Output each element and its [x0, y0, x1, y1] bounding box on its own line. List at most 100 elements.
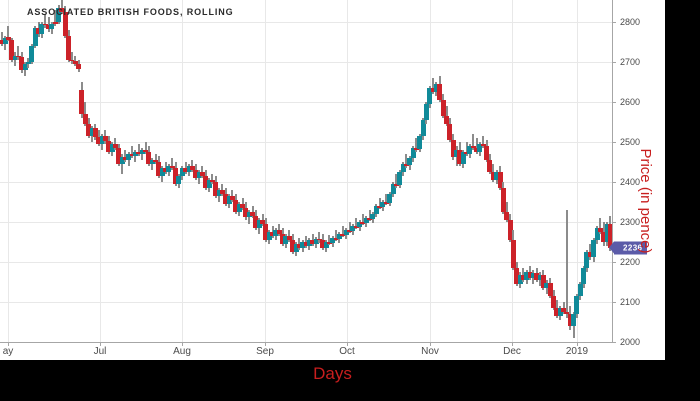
- candle-body: [427, 88, 433, 104]
- candle-body: [176, 176, 182, 184]
- candle-body: [149, 160, 155, 164]
- candle-wick: [395, 174, 398, 188]
- candle-body: [293, 244, 299, 252]
- candle-body: [52, 22, 58, 24]
- candle-body: [447, 123, 453, 140]
- candle-body: [240, 204, 245, 208]
- candle-body: [587, 252, 593, 258]
- candle-body: [544, 282, 550, 288]
- candle-body: [423, 104, 429, 120]
- candle-body: [597, 228, 603, 232]
- candle-body: [336, 234, 342, 239]
- candle-body: [306, 240, 312, 246]
- candle-body: [480, 144, 486, 146]
- y-axis-tick-label: 2300: [620, 217, 641, 227]
- y-axis-tick-label: 2200: [620, 257, 641, 267]
- candle-body: [484, 146, 490, 160]
- x-axis-tick-label: Jul: [93, 346, 107, 357]
- candle-body: [263, 223, 269, 240]
- y-axis-tick-label: 2700: [620, 57, 641, 67]
- candle-body: [89, 128, 95, 136]
- y-axis-tick: [612, 62, 616, 63]
- candle-body: [129, 154, 135, 156]
- candle-body: [393, 184, 399, 186]
- candle-body: [9, 39, 15, 60]
- candle-body: [216, 190, 222, 196]
- candle-body: [96, 137, 102, 144]
- candle-body: [564, 311, 570, 314]
- x-axis-tick: [265, 342, 266, 346]
- y-axis-tick-label: 2800: [620, 17, 641, 27]
- candle-body: [574, 296, 580, 314]
- y-axis-tick-label: 2100: [620, 297, 641, 307]
- candle-body: [173, 167, 179, 184]
- candle-body: [219, 190, 225, 194]
- candle-body: [226, 196, 232, 204]
- candle-wick: [599, 218, 602, 234]
- candle-body: [430, 88, 436, 92]
- candle-body: [530, 273, 536, 278]
- candle-body: [169, 166, 175, 168]
- candle-body: [601, 231, 607, 242]
- gridline-horizontal: [0, 182, 612, 183]
- candle-body: [186, 166, 192, 172]
- candle-body: [316, 238, 322, 241]
- candle-body: [343, 230, 349, 235]
- y-axis-tick-label: 2600: [620, 97, 641, 107]
- candle-wick: [405, 154, 408, 168]
- candle-wick: [141, 148, 144, 160]
- candle-body: [494, 172, 500, 180]
- y-axis-tick-label: 2400: [620, 177, 641, 187]
- candle-body: [213, 182, 219, 196]
- candle-body: [584, 252, 590, 268]
- candle-body: [166, 166, 172, 172]
- chart-canvas: 2800 2700 2600 2500 2400 2300 2200 2100 2000 ay J…: [0, 0, 665, 383]
- candle-wick: [432, 78, 435, 94]
- x-axis-tick: [577, 342, 578, 346]
- candle-body: [333, 238, 339, 240]
- candle-body: [29, 46, 35, 62]
- candle-body: [433, 84, 439, 92]
- candle-body: [266, 232, 272, 240]
- candle-wick: [482, 136, 485, 148]
- gridline-vertical: [100, 0, 101, 342]
- y-axis-tick: [612, 102, 616, 103]
- candle-body: [474, 147, 480, 152]
- candle-body: [323, 242, 329, 248]
- gridline-horizontal: [0, 62, 612, 63]
- candle-body: [146, 151, 152, 164]
- x-axis-line: [0, 342, 613, 343]
- gridline-vertical: [347, 0, 348, 342]
- candle-wick: [17, 46, 20, 60]
- last-price-badge: 2236: [608, 241, 648, 255]
- candle-wick: [318, 232, 321, 243]
- candle-body: [504, 211, 510, 220]
- candle-body: [206, 180, 212, 188]
- candle-body: [557, 308, 563, 316]
- candle-body: [567, 314, 573, 326]
- candle-body: [320, 240, 326, 248]
- y-axis-tick-label: 2000: [620, 337, 641, 347]
- candle-body: [367, 218, 372, 220]
- candle-body: [66, 35, 72, 60]
- x-axis-tick: [512, 342, 513, 346]
- candle-wick: [472, 134, 475, 150]
- x-axis-tick: [8, 342, 9, 346]
- y-axis-tick: [612, 182, 616, 183]
- candle-body: [32, 27, 38, 46]
- candle-body: [607, 224, 612, 248]
- candle-body: [59, 7, 65, 12]
- gridline-horizontal: [0, 222, 612, 223]
- candle-body: [82, 114, 88, 124]
- candle-body: [350, 226, 356, 231]
- candle-body: [420, 120, 426, 136]
- x-axis-tick: [100, 342, 101, 346]
- candle-body: [199, 172, 205, 176]
- candle-body: [460, 152, 466, 164]
- x-axis-tick-label: Sep: [256, 346, 274, 357]
- candle-body: [112, 144, 118, 148]
- gridline-vertical: [512, 0, 513, 342]
- y-axis-tick-label: 2500: [620, 137, 641, 147]
- candle-body: [159, 168, 165, 176]
- candle-wick: [335, 230, 338, 242]
